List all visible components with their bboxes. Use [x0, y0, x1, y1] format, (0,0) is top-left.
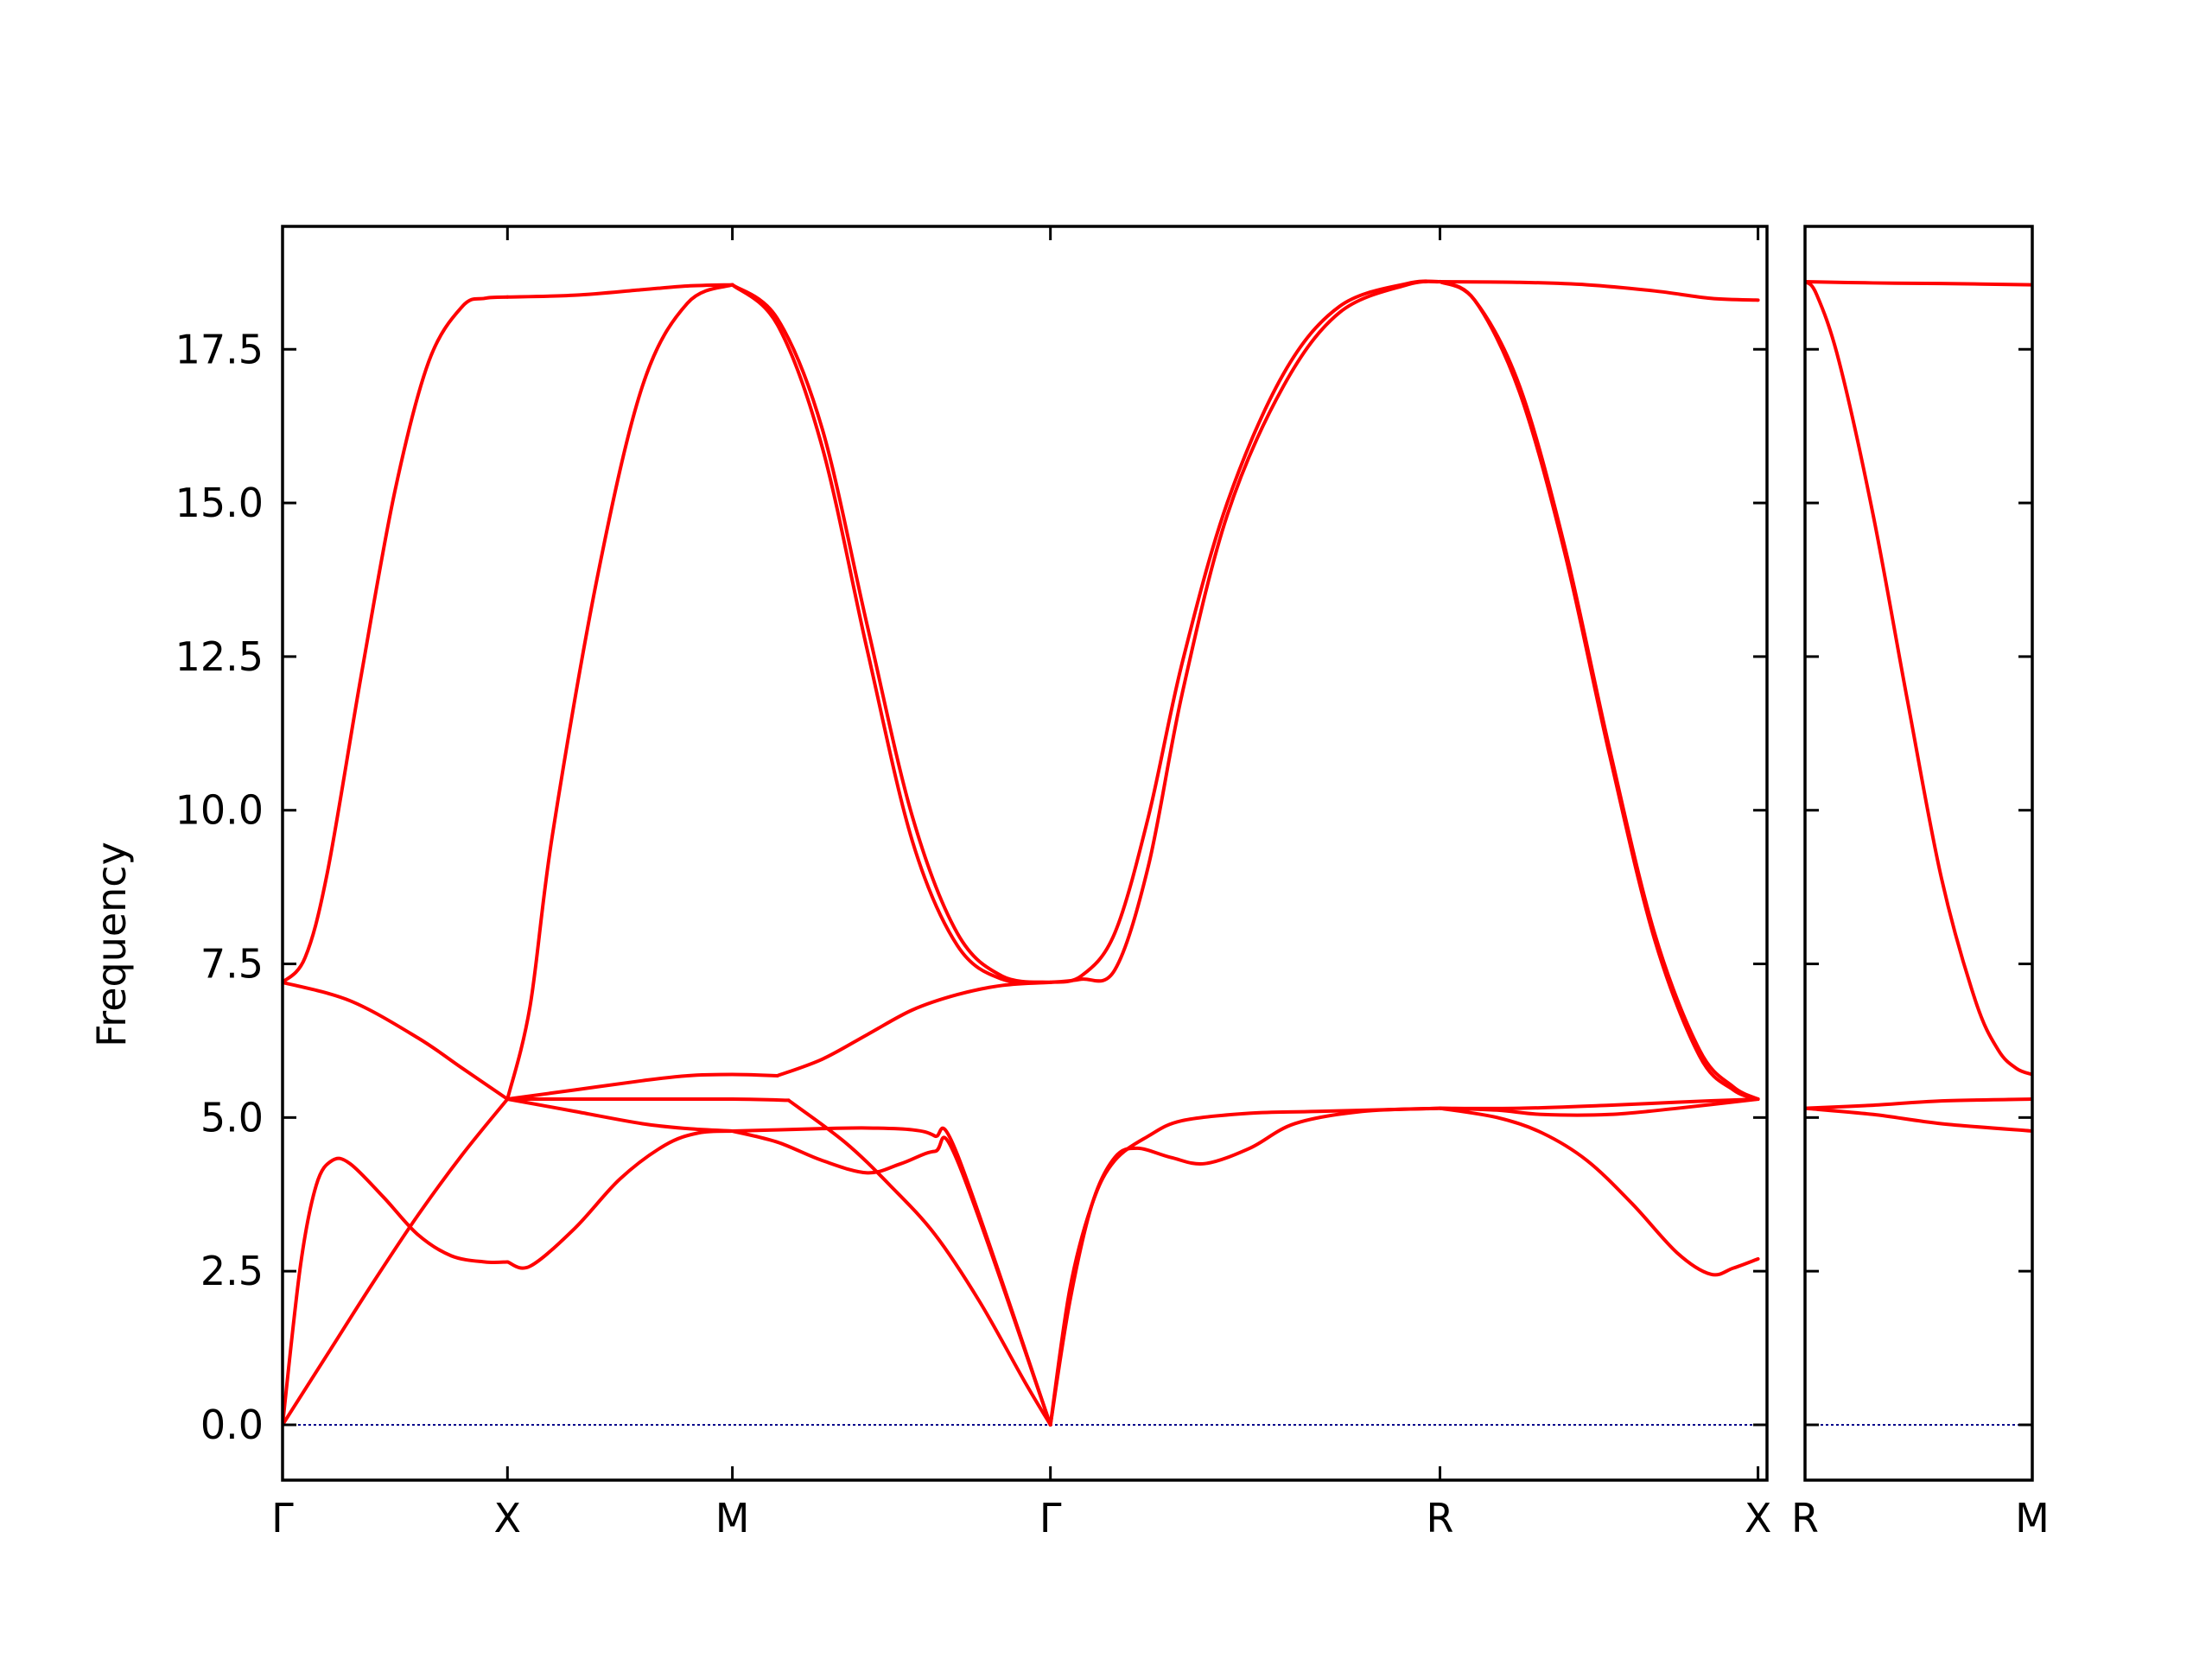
y-tick-label: 2.5: [200, 1248, 264, 1294]
band-line-1-0: [1805, 280, 2032, 287]
x-tick-label: R: [1427, 1495, 1454, 1541]
band-line-0-17: [1048, 279, 1442, 984]
band-line-0-15: [786, 1098, 1052, 1427]
band-line-1-2: [1805, 1097, 2032, 1110]
x-tick-label: R: [1791, 1495, 1819, 1541]
plot-frame: [281, 225, 1769, 1482]
y-axis-label: Frequency: [88, 842, 135, 1047]
band-line-0-8: [505, 1097, 734, 1133]
y-tick-label: 15.0: [175, 480, 264, 526]
y-tick-label: 0.0: [200, 1402, 264, 1448]
band-line-0-0: [283, 295, 510, 984]
band-line-0-9: [505, 1096, 791, 1103]
x-tick-label: X: [494, 1495, 522, 1541]
band-line-1-3: [1805, 1106, 2032, 1133]
band-line-0-1: [505, 283, 734, 299]
y-tick-label: 17.5: [175, 326, 264, 372]
band-line-0-16: [1048, 279, 1442, 984]
band-line-0-4: [283, 1156, 510, 1427]
panel-left: 0.0 2.5 5.0 7.5 10.0 12.5 15.0 17.5 Γ X M Γ R X: [175, 225, 1772, 1541]
band-line-1-1: [1805, 280, 2032, 1077]
band-line-0-6: [505, 283, 734, 1102]
band-line-0-19: [1048, 1106, 1442, 1427]
band-line-0-3: [283, 1097, 510, 1427]
x-tick-label: Γ: [271, 1495, 294, 1541]
band-line-0-21: [1438, 280, 1760, 1102]
y-tick-label: 10.0: [175, 787, 264, 834]
band-line-0-12: [775, 980, 1052, 1077]
x-tick-label: Γ: [1039, 1495, 1062, 1541]
band-line-0-20: [1438, 280, 1760, 302]
band-line-0-25: [1438, 1106, 1760, 1277]
band-line-0-18: [1048, 1106, 1442, 1427]
x-tick-label: X: [1745, 1495, 1772, 1541]
band-line-0-2: [283, 980, 510, 1102]
plot-frame: [1803, 225, 2034, 1482]
band-line-0-7: [505, 1072, 779, 1102]
band-line-0-22: [1438, 280, 1760, 1102]
y-tick-label: 7.5: [200, 941, 264, 988]
band-line-0-11: [730, 283, 1052, 984]
y-tick-label: 12.5: [175, 633, 264, 680]
x-tick-label: M: [715, 1495, 750, 1541]
x-tick-label: M: [2015, 1495, 2050, 1541]
y-tick-label: 5.0: [200, 1094, 264, 1141]
band-line-0-13: [730, 1126, 1052, 1427]
band-line-0-14: [730, 1129, 1052, 1427]
band-line-0-5: [505, 1129, 734, 1270]
band-line-0-24: [1438, 1097, 1760, 1117]
band-line-0-10: [730, 283, 1052, 985]
